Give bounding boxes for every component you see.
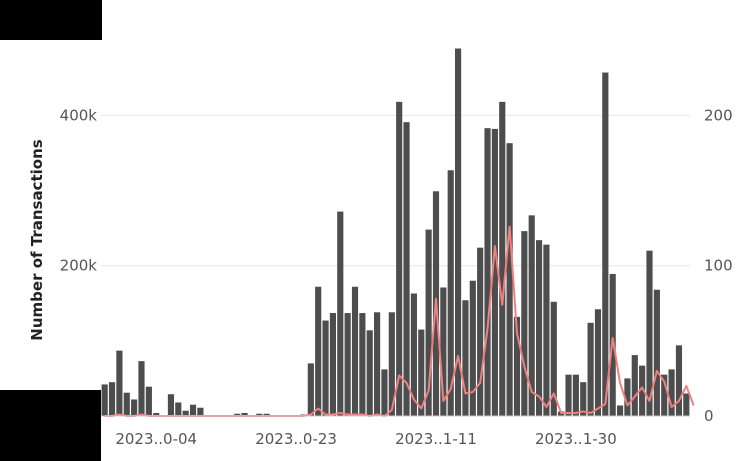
bar (521, 231, 528, 416)
bar (189, 404, 197, 416)
bar (329, 313, 336, 416)
bar (388, 312, 395, 416)
left-axis-ticks: 200k 400k (60, 106, 98, 274)
bar (661, 374, 668, 416)
bar (624, 378, 631, 416)
bar (646, 250, 653, 416)
bar (499, 101, 506, 417)
bar (484, 128, 491, 416)
bar (631, 355, 638, 416)
bar (565, 374, 572, 416)
bar (366, 330, 373, 416)
bar (594, 309, 602, 416)
bar (396, 101, 403, 417)
bar (234, 413, 241, 416)
bar (602, 72, 609, 417)
bar (153, 412, 160, 416)
bar (513, 316, 521, 416)
bar (197, 407, 204, 416)
bar (138, 361, 145, 416)
bar (683, 393, 690, 416)
bar (182, 410, 189, 416)
bar (410, 293, 417, 416)
bar (616, 405, 624, 416)
bar (241, 412, 248, 416)
bar-series (101, 48, 690, 417)
bar (668, 369, 675, 416)
bar (315, 286, 322, 416)
bar (381, 369, 388, 416)
bar (108, 382, 116, 416)
bar (145, 386, 152, 416)
bar (455, 48, 462, 416)
x-tick-label: 2023..0-04 (115, 430, 197, 448)
bar (123, 392, 130, 416)
bar (425, 229, 432, 416)
y-axis-title: Number of Transactions (28, 139, 46, 340)
bar (359, 313, 366, 416)
x-tick-label: 2023..0-23 (255, 430, 337, 448)
y2-tick-label: 0 (704, 407, 714, 425)
y2-tick-label: 200 (704, 106, 733, 124)
bar (528, 215, 535, 416)
grid-lines (101, 114, 690, 267)
bar (447, 170, 454, 416)
bar (477, 247, 484, 416)
bar (506, 143, 513, 416)
redaction-box-top (0, 0, 102, 40)
bar (440, 287, 447, 416)
bar (263, 413, 270, 416)
bar (653, 289, 660, 416)
bar (543, 244, 550, 416)
bar (403, 122, 410, 417)
x-tick-label: 2023..1-30 (535, 430, 617, 448)
bar (587, 322, 594, 416)
bar (351, 286, 359, 416)
bar (639, 365, 646, 416)
bar (418, 329, 425, 416)
redaction-box-bottom (0, 390, 101, 461)
y-tick-label: 200k (60, 257, 98, 275)
x-tick-label: 2023..1-11 (395, 430, 477, 448)
bar (572, 374, 579, 416)
bar (469, 280, 476, 416)
bar (535, 240, 543, 416)
bar (167, 394, 175, 416)
y-tick-label: 400k (60, 106, 98, 124)
bar (101, 384, 108, 416)
bar (462, 300, 469, 416)
bar (491, 128, 498, 416)
bar (580, 382, 587, 416)
y2-tick-label: 100 (704, 257, 733, 275)
bar (675, 345, 683, 416)
bar (256, 413, 263, 416)
bar (131, 399, 138, 416)
bar (374, 312, 381, 416)
bar (322, 320, 329, 416)
bar (344, 313, 351, 416)
bar (550, 301, 557, 416)
bar (307, 363, 314, 416)
bar (337, 211, 344, 416)
x-axis-ticks: 2023..0-04 2023..0-23 2023..1-11 2023..1-30 (115, 430, 616, 448)
bar (175, 402, 182, 416)
right-axis-ticks: 0 100 200 (704, 106, 733, 425)
bar (116, 350, 123, 416)
